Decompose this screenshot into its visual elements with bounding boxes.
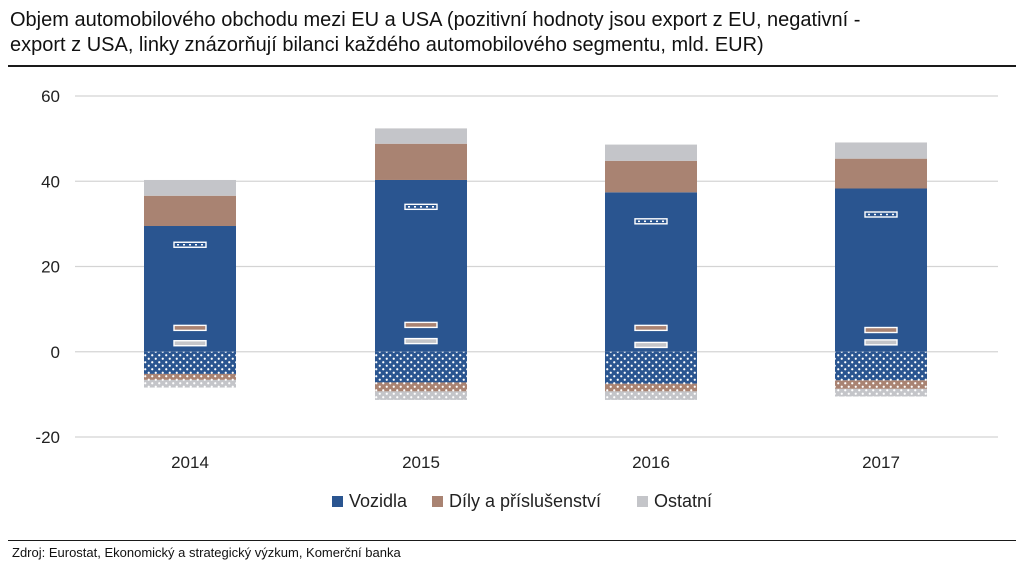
legend-swatch-d-ly-a-p-slu-enstv-	[432, 496, 443, 507]
balance-marker-d-ly-a-p-slu-enstv--2016	[634, 324, 668, 332]
bar-export-eu-d-ly-a-p-slu-enstv--2016	[605, 160, 697, 193]
bar-export-usa-ostatn--2015	[375, 391, 467, 400]
y-tick-label: 60	[41, 87, 60, 106]
title-divider	[8, 65, 1016, 67]
bar-export-eu-ostatn--2016	[605, 144, 697, 161]
bar-export-usa-d-ly-a-p-slu-enstv--2016	[605, 383, 697, 392]
bar-export-usa-vozidla-2014	[144, 351, 236, 374]
chart-title-line-2: export z USA, linky znázorňují bilanci k…	[10, 34, 764, 56]
footer-divider	[8, 540, 1016, 541]
bar-export-eu-ostatn--2015	[375, 128, 467, 144]
legend-label-d-ly-a-p-slu-enstv-: Díly a příslušenství	[449, 491, 601, 511]
bar-export-eu-ostatn--2014	[144, 179, 236, 196]
x-tick-label: 2014	[171, 453, 209, 472]
x-tick-label: 2017	[862, 453, 900, 472]
bar-export-usa-d-ly-a-p-slu-enstv--2017	[835, 380, 927, 389]
bar-export-usa-ostatn--2014	[144, 379, 236, 388]
balance-marker-ostatn--2017	[864, 339, 898, 346]
bar-export-usa-d-ly-a-p-slu-enstv--2015	[375, 382, 467, 392]
balance-marker-d-ly-a-p-slu-enstv--2014	[173, 324, 207, 332]
y-tick-label: 20	[41, 258, 60, 277]
bar-export-usa-vozidla-2016	[605, 351, 697, 384]
balance-marker-ostatn--2014	[173, 340, 207, 347]
balance-marker-ostatn--2016	[634, 341, 668, 349]
source-note: Zdroj: Eurostat, Ekonomický a strategick…	[12, 545, 401, 560]
balance-marker-ostatn--2015	[404, 337, 438, 345]
legend-swatch-vozidla	[332, 496, 343, 507]
balance-marker-d-ly-a-p-slu-enstv--2015	[404, 321, 438, 329]
y-tick-label: 40	[41, 172, 60, 191]
bar-export-usa-ostatn--2017	[835, 388, 927, 397]
balance-marker-d-ly-a-p-slu-enstv--2017	[864, 326, 898, 334]
bar-export-usa-vozidla-2017	[835, 351, 927, 381]
chart-title-line-1: Objem automobilového obchodu mezi EU a U…	[10, 9, 861, 31]
bar-export-usa-ostatn--2016	[605, 391, 697, 400]
x-tick-label: 2015	[402, 453, 440, 472]
bar-export-eu-d-ly-a-p-slu-enstv--2017	[835, 158, 927, 189]
legend-swatch-ostatn-	[637, 496, 648, 507]
legend-label-vozidla: Vozidla	[349, 491, 408, 511]
y-tick-label: 0	[51, 343, 60, 362]
bar-export-usa-d-ly-a-p-slu-enstv--2014	[144, 373, 236, 380]
y-tick-label: -20	[35, 428, 60, 447]
legend-label-ostatn-: Ostatní	[654, 491, 712, 511]
bar-export-eu-d-ly-a-p-slu-enstv--2014	[144, 195, 236, 227]
chart-title: Objem automobilového obchodu mezi EU a U…	[10, 8, 1015, 58]
bar-export-usa-vozidla-2015	[375, 351, 467, 383]
bar-export-eu-d-ly-a-p-slu-enstv--2015	[375, 143, 467, 180]
bar-export-eu-ostatn--2017	[835, 142, 927, 159]
x-tick-label: 2016	[632, 453, 670, 472]
